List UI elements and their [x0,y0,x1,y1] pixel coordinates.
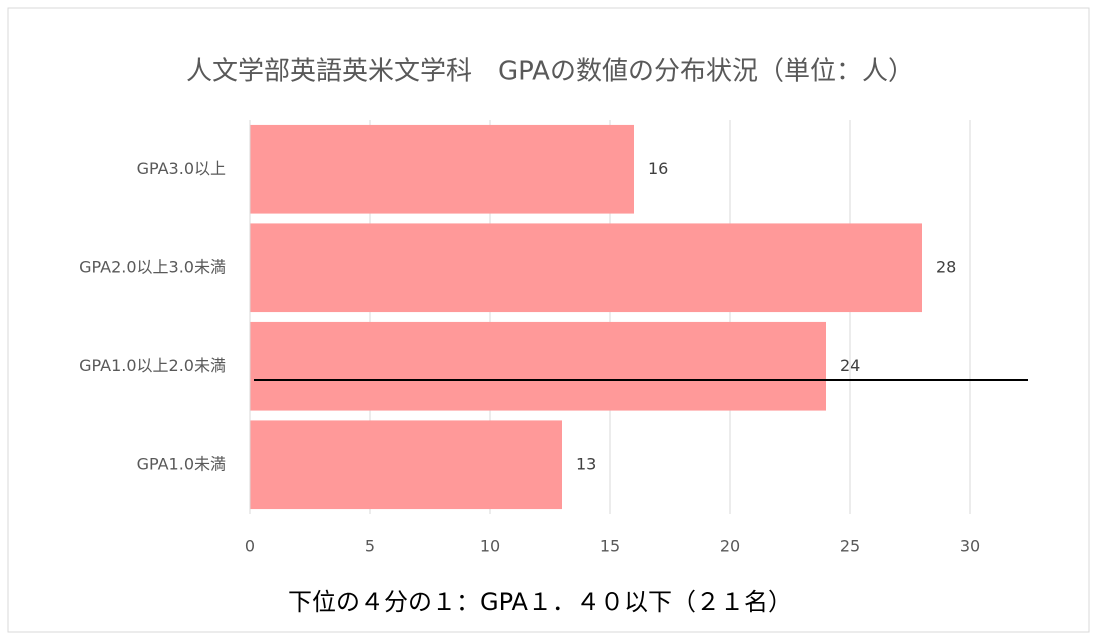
chart-frame [7,7,1090,633]
bar [250,321,826,411]
value-label: 16 [648,159,668,178]
value-label: 13 [576,454,596,473]
value-label: 24 [840,356,860,375]
y-tick-label: GPA2.0以上3.0未満 [79,257,226,276]
chart-title: 人文学部英語英米文学科 GPAの数値の分布状況（単位：人） [186,57,914,87]
y-tick-label: GPA1.0以上2.0未満 [79,356,226,375]
y-tick-label: GPA3.0以上 [137,159,226,178]
bar [250,420,562,510]
bar [250,124,634,214]
bar [250,223,922,313]
x-tick-label: 0 [245,537,255,556]
x-tick-label: 25 [840,537,860,556]
x-tick-label: 30 [960,537,980,556]
plot-area: 0 5 10 15 20 25 30 GPA3.0以上 16 GPA2.0以上3.0未満 28 GPA… [79,120,1028,556]
x-axis-label: 下位の４分の１：GPA１．４０以下（２１名） [288,588,792,616]
x-tick-label: 20 [720,537,740,556]
x-tick-label: 10 [480,537,500,556]
x-tick-label: 15 [600,537,620,556]
x-tick-label: 5 [365,537,375,556]
y-tick-label: GPA1.0未満 [137,454,226,473]
value-label: 28 [936,257,956,276]
